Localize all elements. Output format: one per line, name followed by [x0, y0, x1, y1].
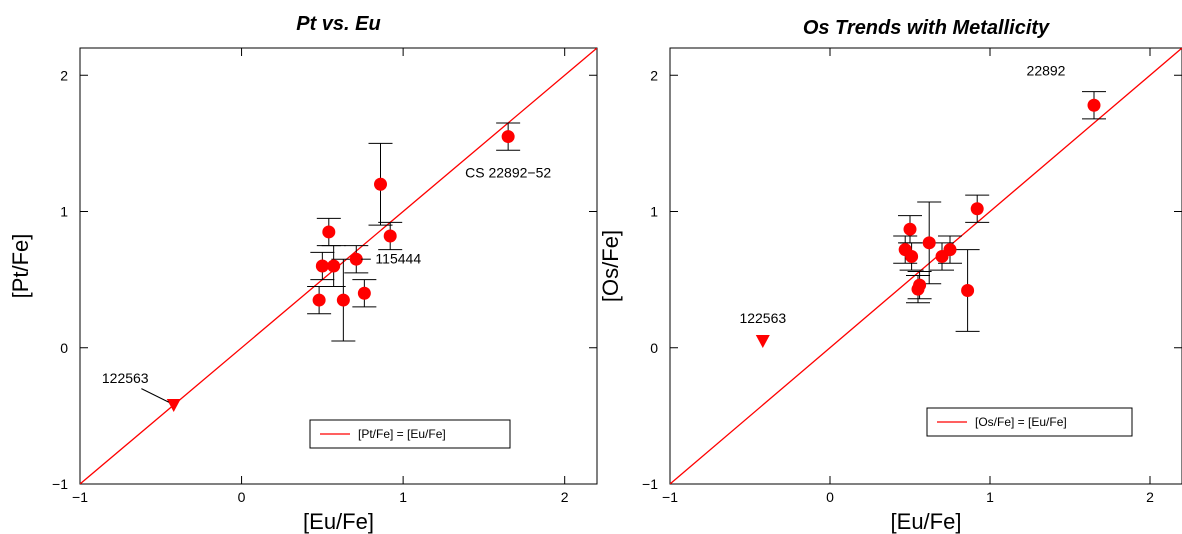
y-tick-label: −1 [52, 476, 68, 492]
legend-label: [Pt/Fe] = [Eu/Fe] [358, 427, 446, 441]
x-axis-label: [Eu/Fe] [891, 509, 962, 534]
pt-vs-eu-chart: Pt vs. Eu −1 0 1 2 −1 0 1 2 [Eu/Fe] [Pt/Fe] CS 2289… [8, 13, 598, 534]
upper-limit-point [166, 398, 181, 412]
point-annotation: 115444 [375, 250, 421, 266]
point-annotation: 22892 [1027, 62, 1066, 78]
x-tick-label: 1 [986, 489, 994, 505]
y-tick-label: 2 [650, 67, 658, 83]
os-trends-chart: Os Trends with Metallicity −1 0 1 2 −1 0 1 2 [Eu/… [598, 17, 1182, 534]
data-point [327, 259, 341, 273]
x-tick-label: 0 [238, 489, 246, 505]
plot-frame [79, 47, 598, 485]
y-tick-label: −1 [642, 476, 658, 492]
x-tick-label: 0 [826, 489, 834, 505]
data-point [922, 236, 936, 250]
chart-title: Os Trends with Metallicity [803, 17, 1050, 39]
data-point [374, 177, 388, 191]
y-axis-label: [Pt/Fe] [8, 234, 33, 299]
point-annotation: 122563 [739, 310, 786, 326]
data-point [336, 293, 350, 307]
data-point [315, 259, 329, 273]
data-point [322, 225, 336, 239]
data-point [970, 202, 984, 216]
x-tick-label: 2 [1146, 489, 1154, 505]
data-point [961, 284, 975, 298]
upper-limit-point [755, 334, 770, 348]
legend: [Os/Fe] = [Eu/Fe] [926, 407, 1133, 437]
reference-line [670, 48, 1182, 484]
data-point [1087, 98, 1101, 112]
x-tick-label: 2 [561, 489, 569, 505]
data-point [913, 278, 927, 292]
data-point [943, 243, 957, 257]
plot-area [80, 48, 597, 484]
y-tick-label: 1 [650, 204, 658, 220]
plot-frame [669, 47, 1182, 485]
y-axis-label: [Os/Fe] [598, 230, 623, 302]
point-annotation: CS 22892−52 [465, 164, 551, 180]
legend-label: [Os/Fe] = [Eu/Fe] [975, 415, 1067, 429]
y-tick-label: 2 [60, 67, 68, 83]
point-annotation: 122563 [102, 370, 149, 386]
annotation-leader [141, 388, 170, 403]
chart-title: Pt vs. Eu [296, 13, 380, 35]
y-tick-label: 0 [60, 340, 68, 356]
data-point [903, 222, 917, 236]
x-axis-label: [Eu/Fe] [303, 509, 374, 534]
data-point [501, 130, 515, 144]
data-point [349, 252, 363, 266]
x-tick-label: −1 [72, 489, 88, 505]
legend: [Pt/Fe] = [Eu/Fe] [309, 419, 511, 449]
y-tick-label: 1 [60, 204, 68, 220]
data-point [905, 249, 919, 263]
data-point [312, 293, 326, 307]
data-point [383, 229, 397, 243]
x-tick-label: −1 [662, 489, 678, 505]
y-tick-label: 0 [650, 340, 658, 356]
plot-area [670, 48, 1182, 484]
x-tick-label: 1 [399, 489, 407, 505]
data-point [357, 286, 371, 300]
